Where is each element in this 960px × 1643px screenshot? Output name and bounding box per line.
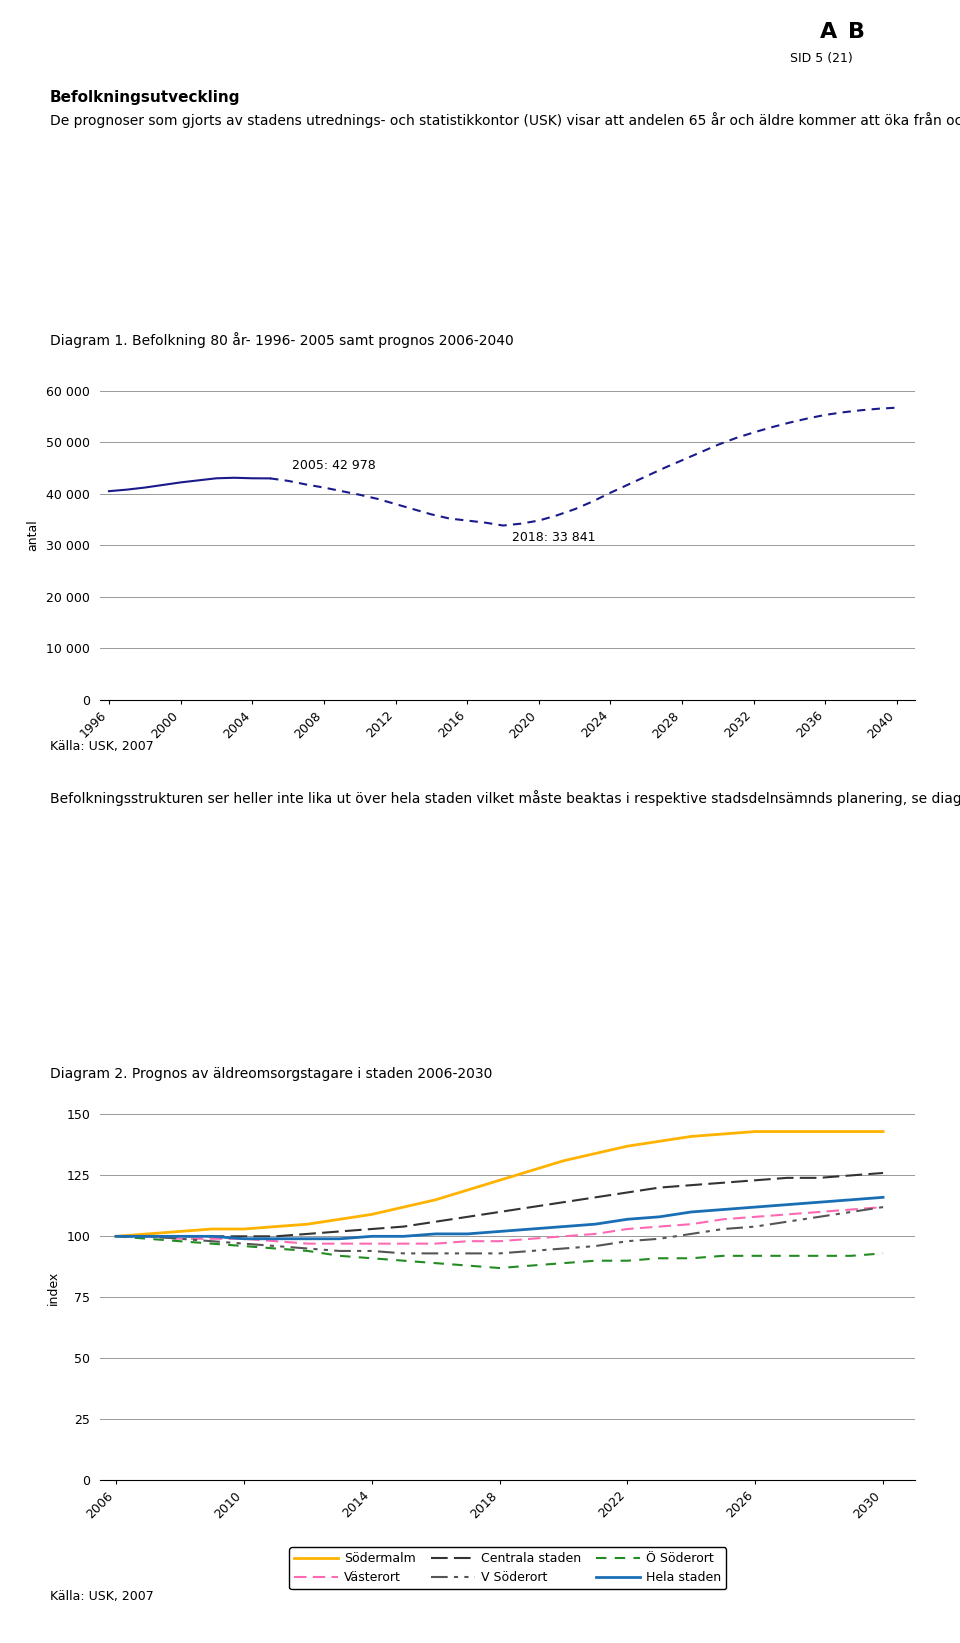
Y-axis label: antal: antal — [26, 519, 39, 550]
Y-axis label: index: index — [46, 1270, 60, 1305]
Legend: Södermalm, Västerort, Centrala staden, V Söderort, Ö Söderort, Hela staden: Södermalm, Västerort, Centrala staden, V… — [289, 1548, 726, 1589]
Text: SID 5 (21): SID 5 (21) — [790, 53, 852, 66]
Text: Befolkningsutveckling: Befolkningsutveckling — [50, 90, 241, 105]
Text: 2018: 33 841: 2018: 33 841 — [512, 531, 595, 544]
Text: B: B — [848, 21, 865, 43]
Text: Diagram 2. Prognos av äldreomsorgstagare i staden 2006-2030: Diagram 2. Prognos av äldreomsorgstagare… — [50, 1066, 492, 1081]
Text: De prognoser som gjorts av stadens utrednings- och statistikkontor (USK) visar a: De prognoser som gjorts av stadens utred… — [50, 112, 960, 128]
Text: Diagram 1. Befolkning 80 år- 1996- 2005 samt prognos 2006-2040: Diagram 1. Befolkning 80 år- 1996- 2005 … — [50, 332, 514, 348]
Text: Befolkningsstrukturen ser heller inte lika ut över hela staden vilket måste beak: Befolkningsstrukturen ser heller inte li… — [50, 790, 960, 807]
Text: 2005: 42 978: 2005: 42 978 — [292, 458, 375, 472]
Text: Källa: USK, 2007: Källa: USK, 2007 — [50, 739, 154, 752]
Text: Källa: USK, 2007: Källa: USK, 2007 — [50, 1590, 154, 1604]
Text: A: A — [820, 21, 837, 43]
